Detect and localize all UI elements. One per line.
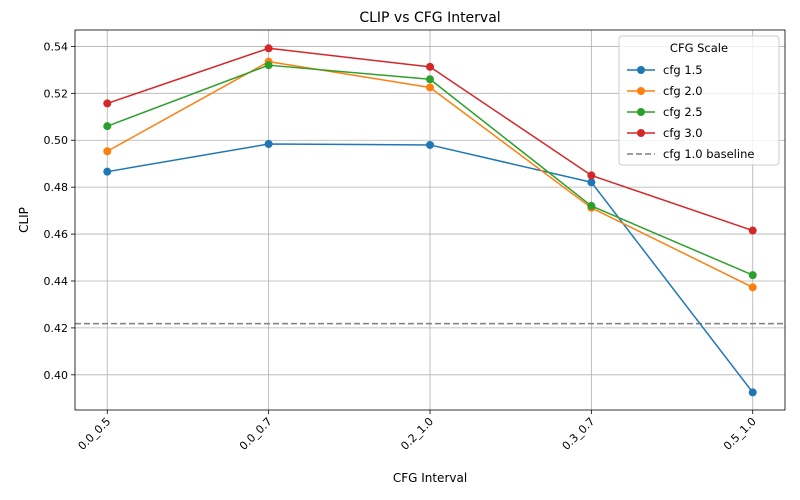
y-axis-label: CLIP [17,207,31,233]
data-point [264,140,273,148]
data-point [748,226,757,235]
data-point [264,61,273,70]
legend-label: cfg 1.5 [663,63,703,77]
data-point [587,178,596,187]
data-point [426,140,434,149]
legend-label: cfg 2.5 [663,105,703,119]
data-point [748,271,757,280]
legend-items: cfg 1.5 cfg 2.0 cfg 2.5 cfg 3.0 cfg 1.0 base… [627,63,754,161]
legend-item-cfg-2-5: cfg 2.5 [627,105,703,119]
legend-label: cfg 3.0 [663,126,703,140]
data-point [748,388,757,397]
legend-marker [637,129,645,137]
legend-item-cfg-1-5: cfg 1.5 [627,63,703,77]
legend-item-cfg-3-0: cfg 3.0 [627,126,703,140]
y-tick-label: 0.40 [44,369,69,382]
y-tick-label: 0.46 [44,228,69,241]
data-point [264,44,273,53]
series-cfg-2-5 [103,61,757,280]
data-point [426,83,434,92]
legend-marker [637,87,645,95]
data-point [103,99,112,108]
legend-title: CFG Scale [670,41,728,55]
data-point [587,171,596,180]
legend-box [618,35,780,166]
y-tick-label: 0.44 [44,275,69,288]
data-point [103,147,112,156]
grid-layer [75,30,785,410]
y-tick-label: 0.52 [44,87,69,100]
series-cfg-1-5 [103,140,757,397]
legend-item-cfg-1-0-baseline: cfg 1.0 baseline [627,147,754,161]
series-cfg-3-0 [103,44,757,235]
legend-marker [637,108,645,116]
x-axis-label: CFG Interval [393,471,467,485]
data-point [587,201,596,210]
y-tick-label: 0.48 [44,181,69,194]
data-point [748,283,757,292]
legend-label: cfg 2.0 [663,84,703,98]
legend-item-cfg-2-0: cfg 2.0 [627,84,703,98]
y-tick-label: 0.54 [44,40,69,53]
y-tick-label: 0.42 [44,322,69,335]
data-point [103,167,112,176]
chart-title: CLIP vs CFG Interval [359,10,500,26]
data-point [426,75,434,84]
data-point [103,122,112,131]
series-layer [103,44,757,397]
data-point [426,62,434,71]
y-tick-label: 0.50 [44,134,69,147]
legend-label: cfg 1.0 baseline [663,147,754,161]
legend-marker [637,66,645,74]
